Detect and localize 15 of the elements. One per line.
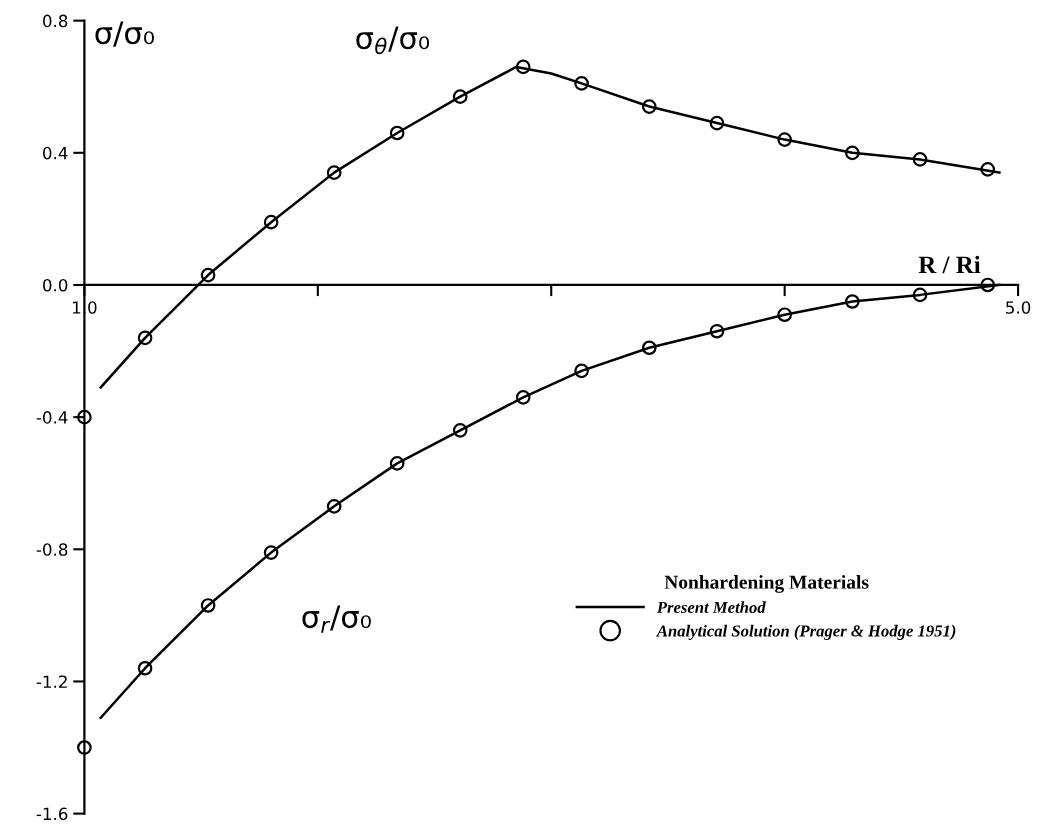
y-tick-label: -1.6	[36, 807, 68, 821]
annotation: σ$_{θ}$/σ₀	[356, 26, 430, 55]
annotation: σ$_{r}$/σ₀	[302, 605, 371, 633]
y-tick-label: 0.8	[43, 14, 68, 28]
x-axis-title: R / Ri	[918, 255, 981, 274]
y-tick-label: 0.4	[43, 146, 68, 160]
y-axis-title: σ/σ₀	[95, 21, 154, 47]
legend-label: Present Method	[656, 601, 766, 614]
x-tick-label: 5.0	[1006, 301, 1031, 314]
legend-title: Nonhardening Materials	[664, 575, 869, 593]
legend-label: Analytical Solution (Prager & Hodge 1951)	[655, 624, 956, 641]
y-tick-label: -0.4	[36, 411, 68, 424]
y-tick-label: 0.0	[43, 278, 68, 292]
y-tick-label: -1.2	[36, 675, 67, 688]
y-tick-label: -0.8	[36, 543, 68, 556]
